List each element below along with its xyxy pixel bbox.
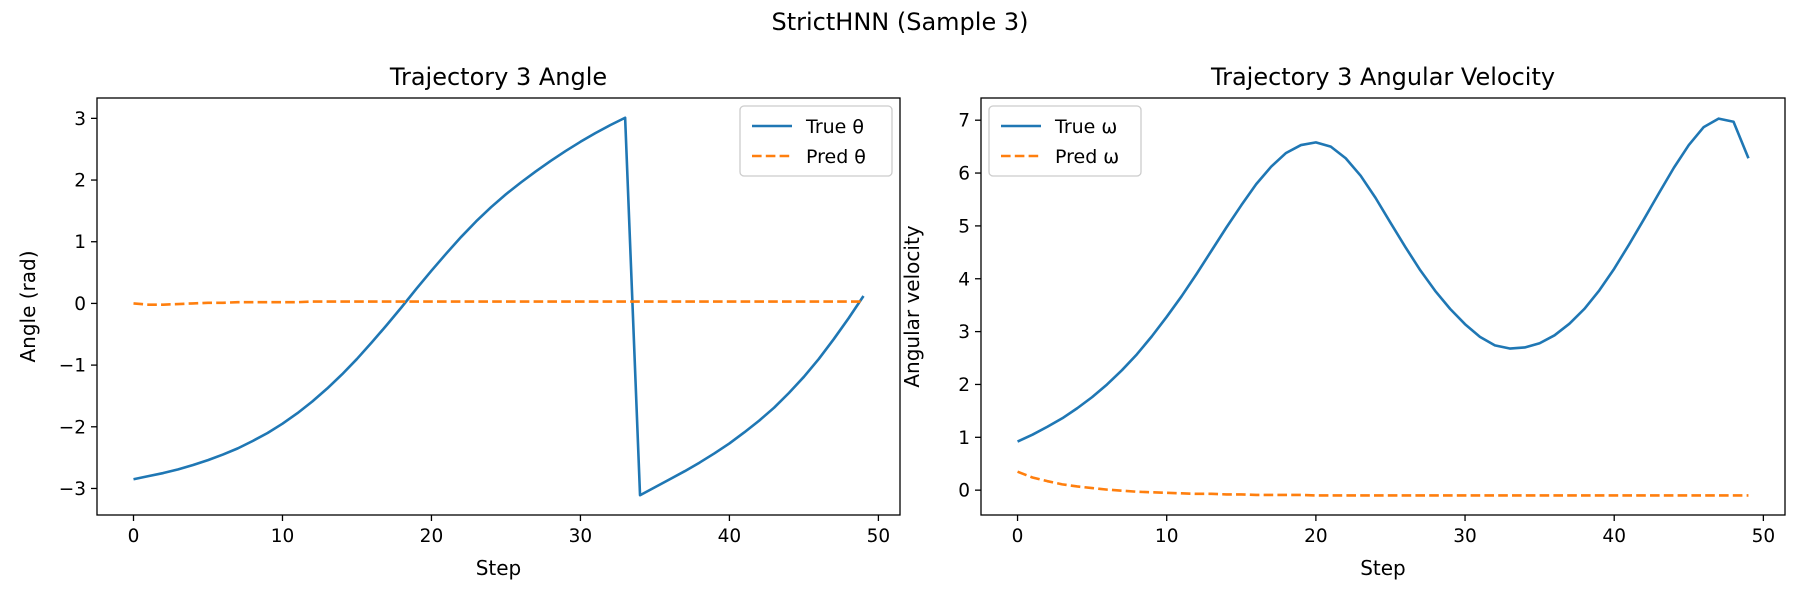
plot-area	[133, 116, 865, 497]
y-tick-label: −2	[59, 417, 86, 438]
axes-frame	[96, 97, 901, 516]
axes-frame	[980, 97, 1786, 516]
y-axis-label: Angle (rad)	[16, 250, 40, 362]
y-tick-label: 4	[958, 269, 970, 290]
y-tick-label: 6	[958, 164, 970, 185]
pred-series-line	[133, 300, 864, 306]
legend-entry: Pred ω	[1055, 146, 1119, 168]
x-tick-label: 20	[420, 526, 444, 547]
x-tick-label: 30	[569, 526, 593, 547]
y-tick-label: 1	[74, 232, 86, 253]
pred-series-line	[1017, 470, 1749, 497]
y-tick-label: −1	[59, 356, 86, 377]
chart-title: Trajectory 3 Angle	[389, 63, 607, 91]
legend-entry: True θ	[805, 116, 864, 138]
legend-box	[988, 105, 1142, 177]
y-tick-label: 2	[958, 375, 970, 396]
true-series-line	[133, 116, 865, 497]
legend: True ω Pred ω	[988, 105, 1142, 177]
y-tick-label: 5	[958, 216, 970, 237]
y-tick-label: 2	[74, 171, 86, 192]
x-axis-label: Step	[476, 556, 522, 580]
y-tick-label: 0	[958, 481, 970, 502]
x-tick-label: 20	[1304, 526, 1328, 547]
chart-title: Trajectory 3 Angular Velocity	[1210, 63, 1555, 91]
legend-entry: True ω	[1054, 116, 1117, 138]
plot-area	[1017, 117, 1750, 497]
y-tick-label: 1	[958, 428, 970, 449]
x-axis-label: Step	[1360, 556, 1406, 580]
y-tick-label: 3	[958, 322, 970, 343]
legend-box	[739, 105, 893, 177]
legend-entry: Pred θ	[806, 146, 866, 168]
x-tick-label: 10	[1155, 526, 1179, 547]
y-tick-label: 0	[74, 294, 86, 315]
x-tick-label: 50	[1752, 526, 1776, 547]
x-tick-label: 50	[867, 526, 891, 547]
x-tick-label: 10	[271, 526, 295, 547]
y-tick-label: 7	[958, 111, 970, 132]
angle-chart: Trajectory 3 Angle 0 10 20 30 40 50 −3 −2 −1 0 1 2 3 S…	[16, 63, 901, 580]
y-tick-label: −3	[59, 479, 86, 500]
x-tick-label: 40	[1602, 526, 1626, 547]
y-tick-label: 3	[74, 109, 86, 130]
x-tick-label: 0	[128, 526, 140, 547]
y-axis-label: Angular velocity	[900, 225, 924, 387]
x-tick-label: 0	[1012, 526, 1024, 547]
legend: True θ Pred θ	[739, 105, 893, 177]
x-tick-label: 40	[718, 526, 742, 547]
x-tick-label: 30	[1453, 526, 1477, 547]
true-series-line	[1017, 117, 1750, 443]
figure-title: StrictHNN (Sample 3)	[772, 8, 1029, 36]
